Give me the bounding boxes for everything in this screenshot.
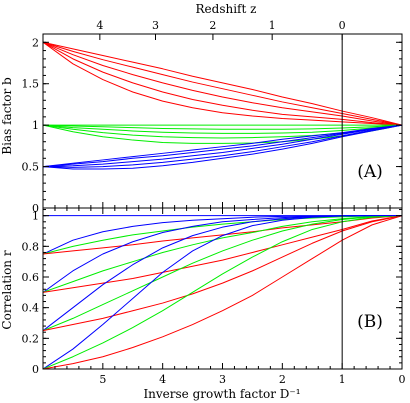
panel-b-series-group [43, 215, 402, 369]
bottom-xtick-label: 4 [159, 373, 166, 386]
bottom-xtick-label: 1 [339, 373, 346, 386]
panel-b-ytick-label: 0.8 [22, 240, 40, 253]
bottom-xtick-label: 2 [279, 373, 286, 386]
bottom-xtick-label: 0 [399, 373, 406, 386]
panel-b-frame [42, 207, 403, 370]
panel-a-ytick-label: 1 [32, 119, 39, 132]
top-xtick-label: 0 [339, 19, 346, 32]
panel-a-ytick-label: 1.5 [22, 78, 40, 91]
panel-a-series-line-10 [43, 124, 402, 168]
panel-a-ytick-label: 0.5 [22, 161, 40, 174]
panel-a-frame [42, 33, 403, 209]
panel-a-ytick-label: 2 [32, 36, 39, 49]
top-xtick-label: 4 [96, 19, 103, 32]
panel-b-ytick-label: 0.4 [22, 302, 40, 315]
panel-a-series-group [43, 41, 402, 170]
panel-b-ytick-label: 0 [32, 363, 39, 376]
top-xtick-label: 2 [209, 19, 216, 32]
panel-b-ytick-label: 0.2 [22, 332, 40, 345]
bottom-xtick-label: 5 [99, 373, 106, 386]
panel-a-label: (A) [357, 162, 383, 182]
top-axis-title: Redshift z [196, 2, 257, 16]
bottom-axis-title: Inverse growth factor D⁻¹ [143, 387, 300, 401]
panel-a: 0 0.5 1 1.5 2 4 3 2 1 0 (A) [22, 19, 403, 215]
panel-a-ylabel: Bias factor b [0, 77, 14, 155]
panel-b-ylabel: Correlation r [0, 250, 14, 329]
top-xtick-label: 1 [269, 19, 276, 32]
panel-b-label: (B) [357, 312, 383, 332]
bottom-xtick-label: 3 [219, 373, 226, 386]
panel-b-ytick-label: 1 [32, 210, 39, 223]
panel-b-series-line-10 [43, 215, 402, 369]
panel-b-ytick-label: 0.6 [22, 271, 40, 284]
top-xtick-label: 3 [152, 19, 159, 32]
panel-b: 0 0.2 0.4 0.6 0.8 1 5 4 3 2 1 0 (B) [22, 207, 406, 386]
panel-a-ytick-label: 0 [32, 202, 39, 215]
